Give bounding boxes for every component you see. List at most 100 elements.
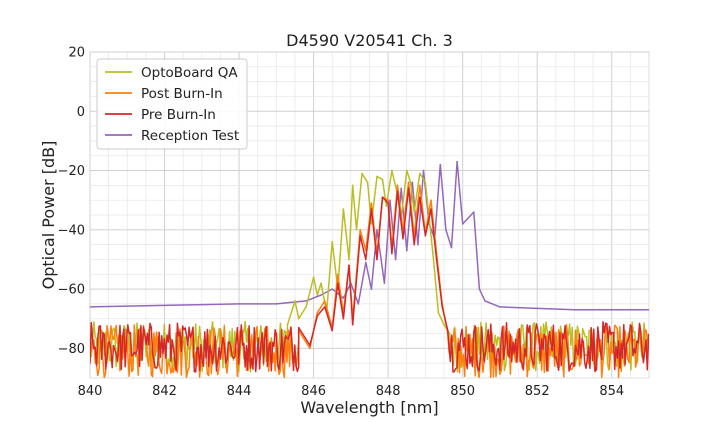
data-point	[381, 196, 384, 199]
data-point	[407, 181, 410, 184]
data-point	[90, 306, 91, 308]
x-tick-label: 846	[301, 384, 326, 399]
data-point	[342, 297, 345, 299]
data-point	[422, 169, 425, 172]
data-point	[305, 306, 307, 308]
data-point	[309, 344, 311, 347]
data-point	[163, 304, 166, 307]
data-point	[331, 240, 334, 243]
data-point	[405, 249, 408, 252]
data-point	[351, 323, 354, 326]
chart-title: D4590 V20541 Ch. 3	[286, 31, 453, 50]
data-point	[448, 332, 451, 335]
x-tick-label: 840	[78, 384, 103, 399]
y-tick-label: −80	[58, 342, 85, 357]
data-point	[387, 199, 389, 201]
data-point	[376, 258, 378, 261]
data-point	[407, 187, 410, 190]
data-point	[238, 303, 240, 305]
data-point	[430, 208, 432, 210]
data-point	[331, 329, 334, 332]
data-point	[435, 258, 438, 261]
data-point	[456, 160, 458, 163]
data-point	[312, 276, 315, 279]
data-point	[381, 178, 384, 181]
data-point	[432, 252, 434, 255]
data-point	[391, 252, 393, 255]
data-point	[394, 258, 397, 261]
data-point	[536, 307, 538, 310]
data-point	[316, 312, 319, 314]
y-axis-title: Optical Power [dB]	[39, 141, 58, 290]
x-axis-title: Wavelength [nm]	[300, 398, 438, 417]
data-point	[467, 217, 470, 219]
data-point	[359, 234, 361, 237]
data-point	[648, 309, 649, 311]
data-point	[305, 300, 307, 302]
data-point	[387, 202, 389, 204]
data-point	[355, 229, 358, 231]
data-point	[383, 282, 386, 284]
series-pre-burn-in	[90, 187, 649, 373]
data-point	[320, 294, 322, 296]
data-point	[461, 223, 464, 225]
data-point	[417, 243, 419, 246]
data-point	[409, 181, 412, 184]
data-point	[370, 223, 373, 225]
data-point	[364, 261, 367, 264]
data-point	[320, 282, 322, 284]
x-tick-label: 848	[376, 384, 401, 399]
data-point	[450, 246, 453, 249]
data-point	[357, 303, 360, 305]
data-point	[419, 172, 421, 175]
x-tick-label: 852	[525, 384, 550, 399]
data-point	[348, 258, 350, 261]
tick-labels: 840 842 844 846 848 850 852 854 20 0 −20 −40 −60 −80	[58, 46, 625, 400]
series-layer	[90, 160, 649, 378]
data-point	[389, 199, 391, 201]
data-point	[376, 175, 378, 178]
data-point	[309, 347, 311, 350]
data-point	[370, 208, 373, 210]
series-reception-test	[90, 160, 649, 311]
data-point	[439, 163, 442, 166]
data-point	[316, 294, 319, 296]
data-point	[478, 288, 481, 290]
data-point	[573, 309, 576, 311]
data-point	[446, 329, 449, 332]
data-point	[610, 309, 613, 311]
data-point	[323, 300, 326, 302]
data-point	[376, 229, 378, 231]
y-tick-label: 0	[77, 105, 85, 120]
data-point	[297, 326, 300, 329]
data-point	[275, 303, 278, 305]
data-point	[391, 169, 393, 172]
data-point	[400, 187, 402, 190]
x-tick-label: 842	[152, 384, 177, 399]
data-point	[445, 229, 447, 231]
y-tick-label: 20	[68, 46, 85, 61]
data-point	[351, 184, 354, 187]
data-point	[484, 300, 486, 302]
data-point	[424, 181, 427, 184]
y-tick-label: −60	[58, 283, 85, 298]
data-point	[337, 273, 339, 276]
data-point	[396, 190, 399, 193]
data-point	[297, 317, 300, 320]
y-tick-label: −40	[58, 223, 85, 238]
data-point	[405, 169, 408, 172]
x-tick-label: 850	[450, 384, 475, 399]
data-point	[424, 234, 427, 237]
data-point	[323, 306, 326, 308]
data-point	[443, 323, 445, 326]
data-point	[337, 282, 339, 284]
data-point	[348, 264, 350, 267]
x-tick-label: 844	[227, 384, 252, 399]
data-point	[419, 196, 421, 199]
data-point	[342, 317, 345, 320]
legend-label: Pre Burn-In	[141, 107, 216, 123]
data-point	[370, 288, 373, 290]
data-point	[385, 205, 388, 207]
